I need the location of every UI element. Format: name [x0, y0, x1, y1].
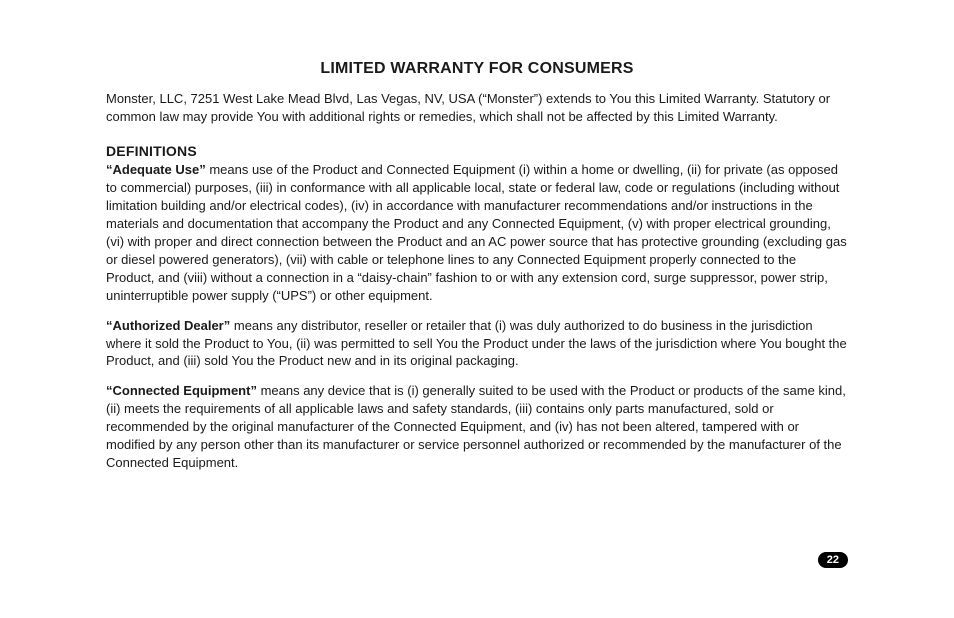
page-title: LIMITED WARRANTY FOR CONSUMERS [106, 60, 848, 78]
definition-text: means use of the Product and Connected E… [106, 162, 847, 303]
definition-paragraph: “Authorized Dealer” means any distributo… [106, 317, 848, 371]
definitions-heading: DEFINITIONS [106, 143, 848, 159]
definition-term: “Adequate Use” [106, 162, 206, 177]
page-number-badge: 22 [818, 552, 848, 568]
definition-paragraph: “Adequate Use” means use of the Product … [106, 161, 848, 305]
definition-term: “Connected Equipment” [106, 383, 257, 398]
definition-paragraph: “Connected Equipment” means any device t… [106, 382, 848, 472]
definition-term: “Authorized Dealer” [106, 318, 230, 333]
intro-paragraph: Monster, LLC, 7251 West Lake Mead Blvd, … [106, 90, 848, 125]
document-page: LIMITED WARRANTY FOR CONSUMERS Monster, … [0, 0, 954, 618]
